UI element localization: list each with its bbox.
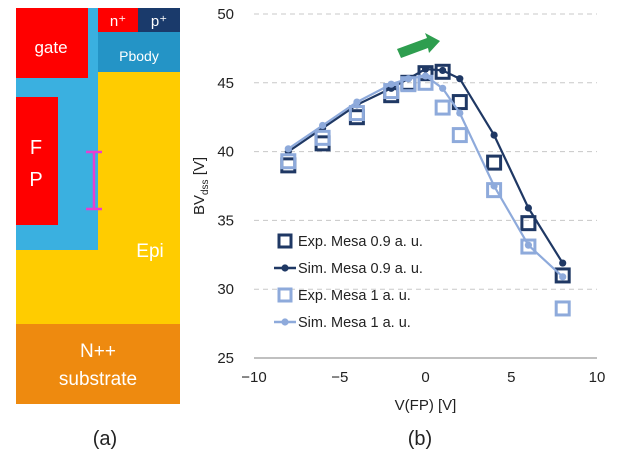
data-point: [456, 75, 464, 83]
gate-electrode: [16, 8, 88, 78]
legend-label: Sim. Mesa 0.9 a. u.: [298, 261, 423, 277]
legend-label: Sim. Mesa 1 a. u.: [298, 315, 411, 331]
data-point: [456, 109, 464, 117]
x-tick-labels: −10 −5 0 5 10: [241, 369, 605, 386]
p-plus-region: [138, 8, 180, 32]
fp-label-p: P: [29, 169, 42, 191]
y-tick-label: 40: [217, 144, 234, 161]
cutline-marker: [86, 150, 102, 211]
series-3: [284, 72, 567, 281]
data-point: [490, 182, 498, 190]
data-point: [314, 129, 331, 146]
substrate-region: [16, 324, 180, 404]
y-tick-label: 30: [217, 281, 234, 298]
data-point: [559, 259, 567, 267]
data-point: [520, 238, 537, 255]
breakdown-chart: −10 −5 0 5 10 25 30 35 40 45 50 V(FP) [V] BVdss […: [191, 6, 605, 414]
substrate-label-line1: N++: [80, 341, 116, 362]
data-point: [559, 273, 567, 281]
legend-item-1: Sim. Mesa 0.9 a. u.: [274, 261, 423, 277]
y-tick-label: 35: [217, 212, 234, 229]
n-plus-label: n⁺: [110, 13, 126, 30]
field-plate-electrode: [16, 97, 58, 225]
legend-square-icon: [277, 233, 293, 249]
x-axis-label: V(FP) [V]: [395, 397, 457, 414]
y-axis-label-subscript: dss: [200, 179, 211, 195]
data-point: [319, 121, 327, 130]
trend-arrow-icon: [397, 33, 440, 58]
pbody-label: Pbody: [119, 48, 159, 64]
x-tick-label: −5: [331, 369, 348, 386]
legend-label: Exp. Mesa 0.9 a. u.: [298, 234, 423, 250]
data-point: [280, 157, 297, 174]
y-tick-labels: 25 30 35 40 45 50: [217, 6, 234, 367]
legend-item-3: Sim. Mesa 1 a. u.: [274, 315, 411, 331]
legend-dot-icon: [281, 264, 289, 272]
legend-item-2: Exp. Mesa 1 a. u.: [277, 287, 411, 304]
data-point: [434, 99, 451, 116]
p-plus-label: p⁺: [151, 13, 167, 30]
fp-label-f: F: [30, 137, 42, 159]
data-point: [353, 98, 361, 106]
data-point: [348, 109, 365, 126]
data-point: [486, 154, 503, 171]
x-tick-label: 0: [421, 369, 429, 386]
data-point: [404, 75, 412, 83]
data-point: [434, 63, 451, 80]
chart-legend: Exp. Mesa 0.9 a. u. Sim. Mesa 0.9 a. u. Ex…: [274, 233, 423, 331]
data-point: [421, 65, 430, 73]
y-axis-label-unit: [V]: [191, 157, 208, 180]
gate-label: gate: [34, 38, 67, 57]
chart-gridlines: [254, 13, 597, 290]
legend-dot-icon: [281, 318, 289, 326]
device-cross-section: gate n⁺ p⁺ Pbody F P Epi N++ substrate: [16, 8, 180, 404]
data-point: [490, 131, 498, 139]
legend-item-0: Exp. Mesa 0.9 a. u.: [277, 233, 423, 250]
data-point: [439, 84, 447, 92]
data-point: [524, 241, 533, 249]
substrate-label-line2: substrate: [59, 369, 137, 390]
epi-label: Epi: [136, 241, 163, 262]
data-point: [520, 215, 537, 232]
data-point: [387, 80, 395, 88]
data-point: [284, 145, 292, 153]
data-point: [451, 127, 468, 144]
x-tick-label: 5: [507, 369, 515, 386]
data-point: [348, 105, 365, 122]
data-point: [524, 204, 533, 212]
y-tick-label: 45: [217, 75, 234, 92]
panel-a-caption: (a): [93, 428, 117, 450]
panel-b-caption: (b): [408, 428, 432, 450]
n-plus-region: [98, 8, 138, 32]
y-axis-label-main: BV: [191, 195, 208, 215]
data-point: [439, 66, 447, 75]
legend-square-icon: [277, 287, 293, 303]
x-tick-label: 10: [589, 369, 606, 386]
data-point: [554, 267, 571, 284]
y-tick-label: 25: [217, 350, 234, 367]
y-axis-label: BVdss [V]: [191, 157, 211, 215]
legend-label: Exp. Mesa 1 a. u.: [298, 288, 411, 304]
series-2: [280, 74, 571, 317]
data-point: [554, 300, 571, 317]
data-point: [280, 153, 297, 170]
data-point: [421, 72, 430, 80]
chart-series: [280, 63, 571, 317]
y-tick-label: 50: [217, 6, 234, 23]
x-tick-label: −10: [241, 369, 266, 386]
